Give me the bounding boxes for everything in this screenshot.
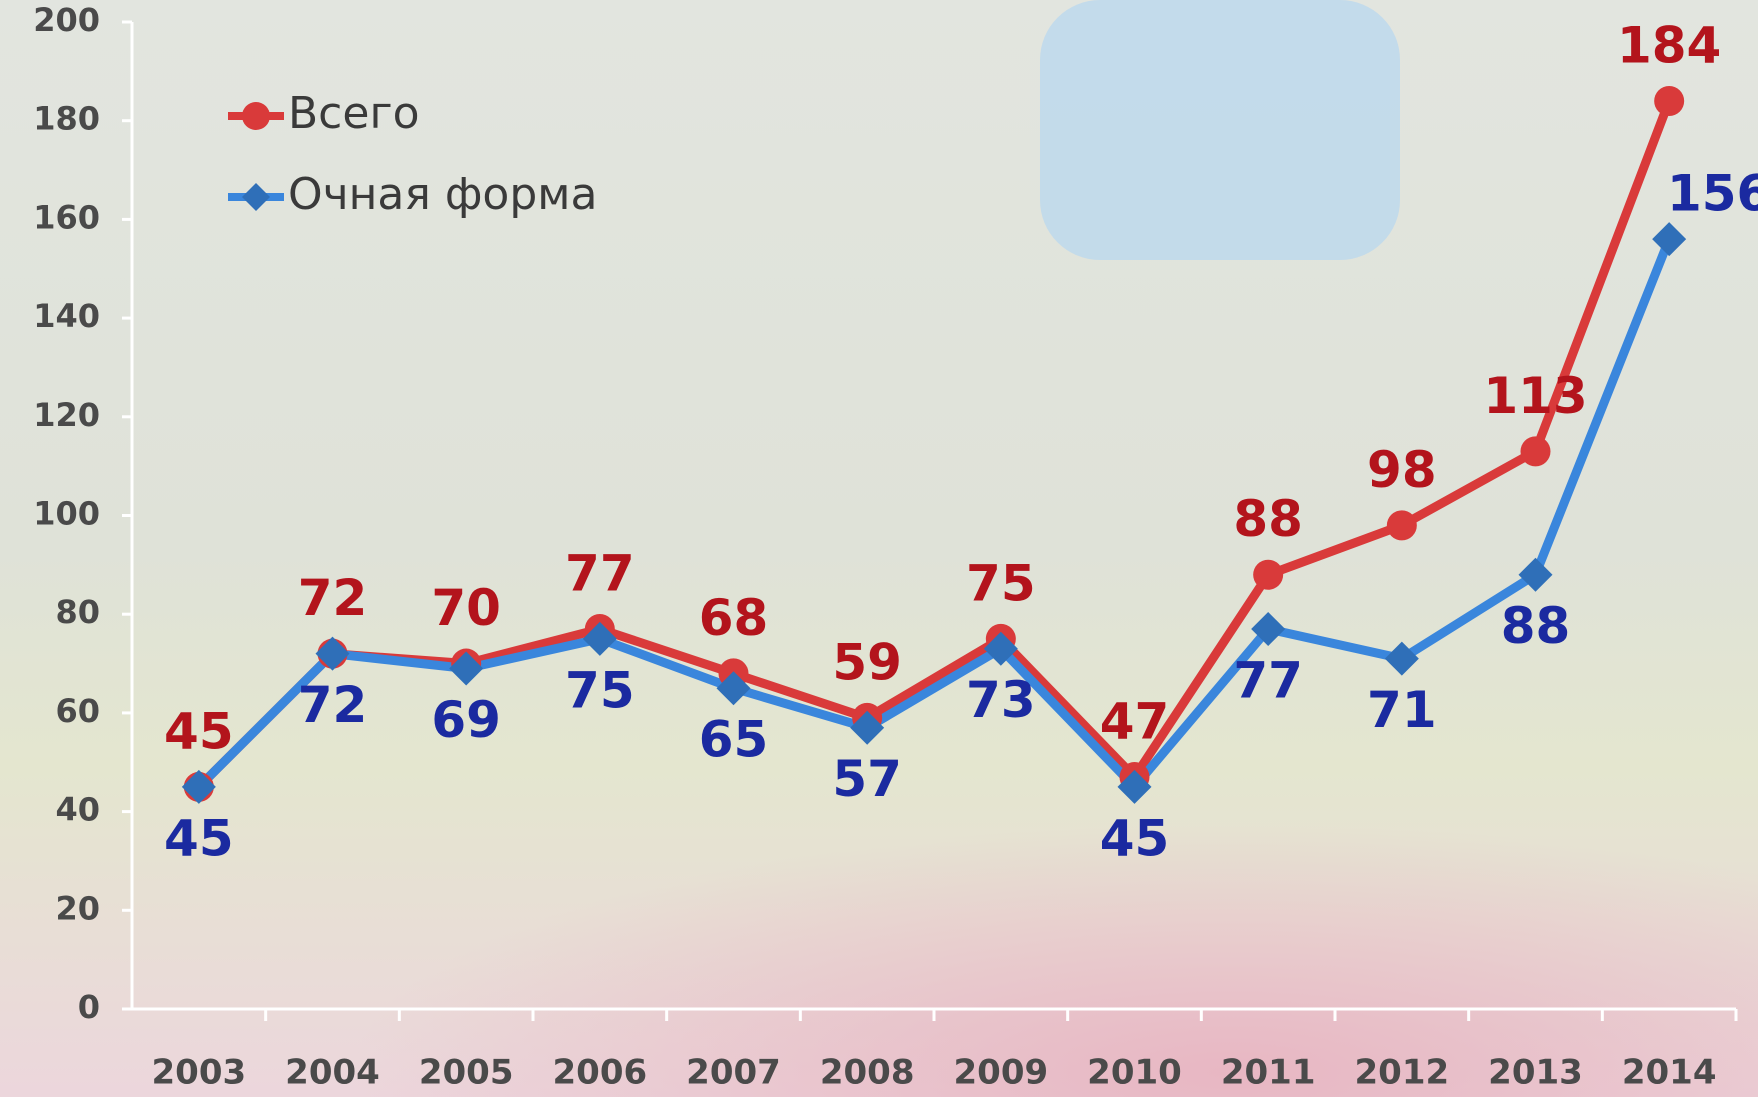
- x-tick-label: 2013: [1488, 1053, 1583, 1093]
- data-label: 75: [565, 661, 635, 719]
- y-tick-label: 120: [33, 396, 100, 434]
- data-label: 65: [699, 711, 769, 769]
- x-tick-label: 2007: [686, 1053, 781, 1093]
- data-label: 113: [1483, 367, 1587, 425]
- x-tick-label: 2009: [954, 1053, 1049, 1093]
- y-tick-label: 0: [78, 988, 100, 1026]
- data-label: 47: [1100, 693, 1170, 751]
- data-label: 75: [966, 554, 1036, 612]
- point-marker: [1654, 86, 1684, 116]
- x-tick-label: 2012: [1355, 1053, 1450, 1093]
- point-marker: [1253, 560, 1283, 590]
- legend-label: Очная форма: [288, 169, 597, 220]
- point-marker: [1387, 510, 1417, 540]
- y-tick-label: 140: [33, 297, 100, 335]
- x-tick-label: 2011: [1221, 1053, 1316, 1093]
- data-label: 45: [164, 809, 234, 867]
- data-label: 88: [1501, 597, 1571, 655]
- data-label: 77: [1233, 652, 1303, 710]
- data-label: 77: [565, 545, 635, 603]
- data-label: 70: [431, 579, 501, 637]
- data-label: 69: [431, 691, 501, 749]
- y-tick-label: 100: [33, 495, 100, 533]
- y-tick-label: 200: [33, 1, 100, 39]
- x-tick-label: 2005: [419, 1053, 514, 1093]
- x-tick-label: 2014: [1622, 1053, 1717, 1093]
- data-label: 45: [164, 702, 234, 760]
- y-tick-label: 20: [55, 889, 100, 927]
- sky-patch: [1040, 0, 1400, 260]
- data-label: 73: [966, 671, 1036, 729]
- data-label: 72: [298, 676, 368, 734]
- point-marker: [1521, 436, 1551, 466]
- y-tick-label: 160: [33, 198, 100, 236]
- x-tick-label: 2003: [152, 1053, 247, 1093]
- x-tick-label: 2010: [1087, 1053, 1182, 1093]
- x-tick-label: 2006: [553, 1053, 648, 1093]
- x-tick-label: 2008: [820, 1053, 915, 1093]
- y-tick-label: 180: [33, 100, 100, 138]
- y-tick-label: 40: [55, 791, 100, 829]
- data-label: 45: [1100, 809, 1170, 867]
- data-label: 72: [298, 569, 368, 627]
- y-tick-label: 80: [55, 593, 100, 631]
- data-label: 59: [832, 633, 902, 691]
- y-tick-label: 60: [55, 692, 100, 730]
- data-label: 156: [1667, 165, 1758, 223]
- x-tick-label: 2004: [285, 1053, 380, 1093]
- chart: Всего Очная форма 0 20 40 60 80 100 120 140 160 1…: [0, 0, 1758, 1097]
- legend-label: Всего: [288, 88, 419, 139]
- data-label: 184: [1617, 16, 1721, 74]
- legend-marker: [242, 102, 270, 130]
- data-label: 98: [1367, 441, 1437, 499]
- page: {"chart_data": {"type": "line", "categor…: [0, 0, 1758, 1097]
- data-label: 68: [699, 589, 769, 647]
- data-label: 71: [1367, 681, 1437, 739]
- data-label: 88: [1233, 490, 1303, 548]
- data-label: 57: [832, 750, 902, 808]
